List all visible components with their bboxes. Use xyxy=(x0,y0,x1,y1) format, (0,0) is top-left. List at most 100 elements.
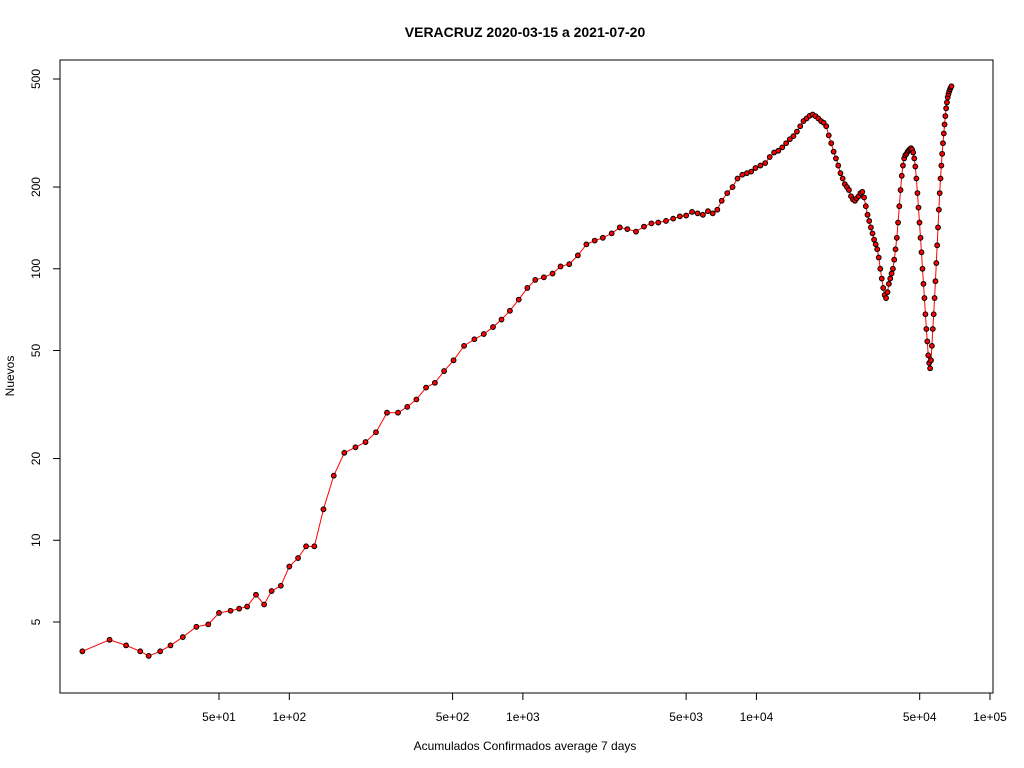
data-point xyxy=(867,224,874,231)
y-tick-label: 10 xyxy=(29,533,43,547)
data-point xyxy=(835,162,842,169)
data-point xyxy=(927,365,933,372)
data-point xyxy=(935,206,942,213)
data-point xyxy=(916,219,923,226)
data-point xyxy=(914,190,921,196)
data-point xyxy=(490,324,496,330)
data-point xyxy=(515,296,522,303)
series-line xyxy=(82,86,952,657)
data-point xyxy=(923,326,930,332)
data-point xyxy=(641,223,647,230)
data-point xyxy=(524,285,531,291)
chart-title: VERACRUZ 2020-03-15 a 2021-07-20 xyxy=(405,24,646,40)
data-point xyxy=(748,168,755,175)
data-point xyxy=(670,215,677,222)
data-point xyxy=(895,219,901,226)
y-tick-label: 500 xyxy=(29,69,43,89)
data-point xyxy=(179,634,186,640)
data-point xyxy=(928,357,934,364)
data-point xyxy=(253,591,259,598)
data-point xyxy=(883,295,889,301)
data-point xyxy=(833,155,839,162)
data-point xyxy=(936,190,943,196)
data-point xyxy=(471,336,478,343)
y-tick-label: 200 xyxy=(29,177,43,197)
data-point xyxy=(700,211,706,218)
data-point xyxy=(823,123,830,130)
data-point xyxy=(884,289,891,296)
data-point xyxy=(912,163,919,170)
data-point xyxy=(934,242,941,249)
data-point xyxy=(940,130,947,137)
data-point xyxy=(930,311,937,318)
data-point xyxy=(922,311,929,318)
data-point xyxy=(384,409,390,416)
data-point xyxy=(277,582,284,589)
data-point xyxy=(931,295,938,301)
x-tick-label: 5e+04 xyxy=(903,710,937,724)
data-point xyxy=(924,338,931,345)
data-point xyxy=(303,543,310,550)
data-point xyxy=(694,210,701,217)
data-point xyxy=(261,601,268,608)
y-tick-label: 100 xyxy=(29,258,43,278)
data-point xyxy=(893,234,900,241)
data-point xyxy=(330,472,337,479)
y-axis: 5 10 20 50 100 200 500 xyxy=(29,69,61,625)
data-point xyxy=(450,357,457,364)
data-point xyxy=(352,444,359,451)
data-point xyxy=(892,246,899,253)
data-point xyxy=(689,208,695,215)
x-tick-label: 1e+05 xyxy=(973,710,1007,724)
series-line-group xyxy=(82,86,952,657)
data-point xyxy=(915,204,922,211)
data-point xyxy=(648,220,655,227)
y-tick-label: 50 xyxy=(29,344,43,358)
data-point xyxy=(880,285,887,291)
data-point xyxy=(762,160,769,167)
data-point xyxy=(891,256,898,263)
data-point xyxy=(948,83,955,90)
data-point xyxy=(193,623,200,630)
data-point xyxy=(898,172,905,179)
data-point xyxy=(896,203,903,210)
data-point xyxy=(507,307,513,314)
data-point xyxy=(797,123,804,130)
data-point xyxy=(729,184,736,190)
data-point xyxy=(910,149,917,156)
data-point xyxy=(846,187,852,193)
data-point xyxy=(709,210,716,217)
data-point xyxy=(624,226,631,233)
y-tick-label: 20 xyxy=(29,452,43,466)
data-point xyxy=(862,203,869,210)
data-point xyxy=(941,121,948,128)
data-point xyxy=(940,140,946,147)
data-point xyxy=(875,254,882,261)
data-point xyxy=(167,642,174,649)
data-point xyxy=(341,449,348,456)
data-point xyxy=(783,140,790,147)
data-point xyxy=(616,224,623,231)
data-point xyxy=(663,218,669,224)
data-point xyxy=(943,105,950,112)
data-point xyxy=(79,648,86,655)
data-point xyxy=(944,99,950,106)
data-point xyxy=(557,263,564,270)
data-point xyxy=(395,409,401,416)
data-point xyxy=(828,140,835,147)
x-tick-label: 5e+01 xyxy=(202,710,236,724)
data-point xyxy=(779,144,786,151)
data-point xyxy=(157,648,164,655)
data-point xyxy=(825,132,832,139)
data-point xyxy=(872,241,879,248)
data-point xyxy=(942,113,949,120)
data-point xyxy=(866,218,873,224)
data-point xyxy=(244,603,251,610)
data-point xyxy=(362,439,369,445)
x-axis-label: Acumulados Confirmados average 7 days xyxy=(414,739,637,753)
data-point xyxy=(793,128,800,135)
data-point xyxy=(404,403,411,410)
data-point xyxy=(871,236,877,243)
data-point xyxy=(887,275,894,282)
